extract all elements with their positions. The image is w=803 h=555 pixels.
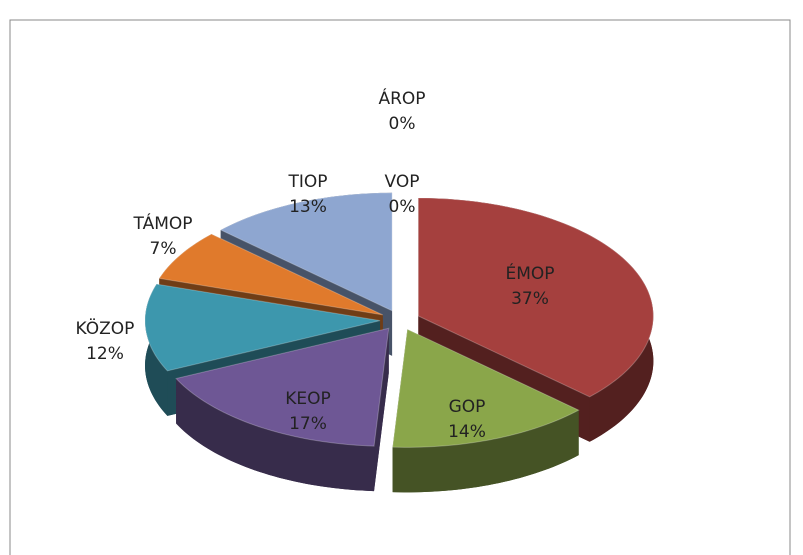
data-label-name: KÖZOP — [76, 317, 135, 339]
slice-top — [158, 233, 383, 316]
data-label-value: 14% — [448, 422, 486, 442]
data-label-name: TÁMOP — [133, 212, 193, 234]
data-label-name: ÉMOP — [505, 262, 554, 284]
slice-top — [175, 327, 390, 447]
slice-top — [219, 192, 393, 312]
slice-top — [417, 197, 654, 398]
data-label-value: 13% — [289, 197, 327, 217]
data-label-name: VOP — [385, 172, 420, 192]
slice — [175, 327, 390, 492]
data-label-value: 0% — [389, 114, 416, 134]
slice-top — [144, 283, 381, 372]
slice-side — [176, 378, 375, 492]
data-label-value: 12% — [86, 344, 124, 364]
data-label-name: GOP — [449, 397, 486, 417]
slice-top — [392, 328, 580, 448]
data-label-name: TIOP — [287, 172, 327, 192]
data-label-name: ÁROP — [378, 87, 425, 109]
data-label-value: 7% — [150, 239, 177, 259]
data-label-value: 37% — [511, 289, 549, 309]
slice-side — [392, 410, 579, 493]
data-label-name: KEOP — [285, 389, 331, 409]
data-label-value: 0% — [389, 197, 416, 217]
slice — [392, 328, 580, 493]
data-label-value: 17% — [289, 414, 327, 434]
